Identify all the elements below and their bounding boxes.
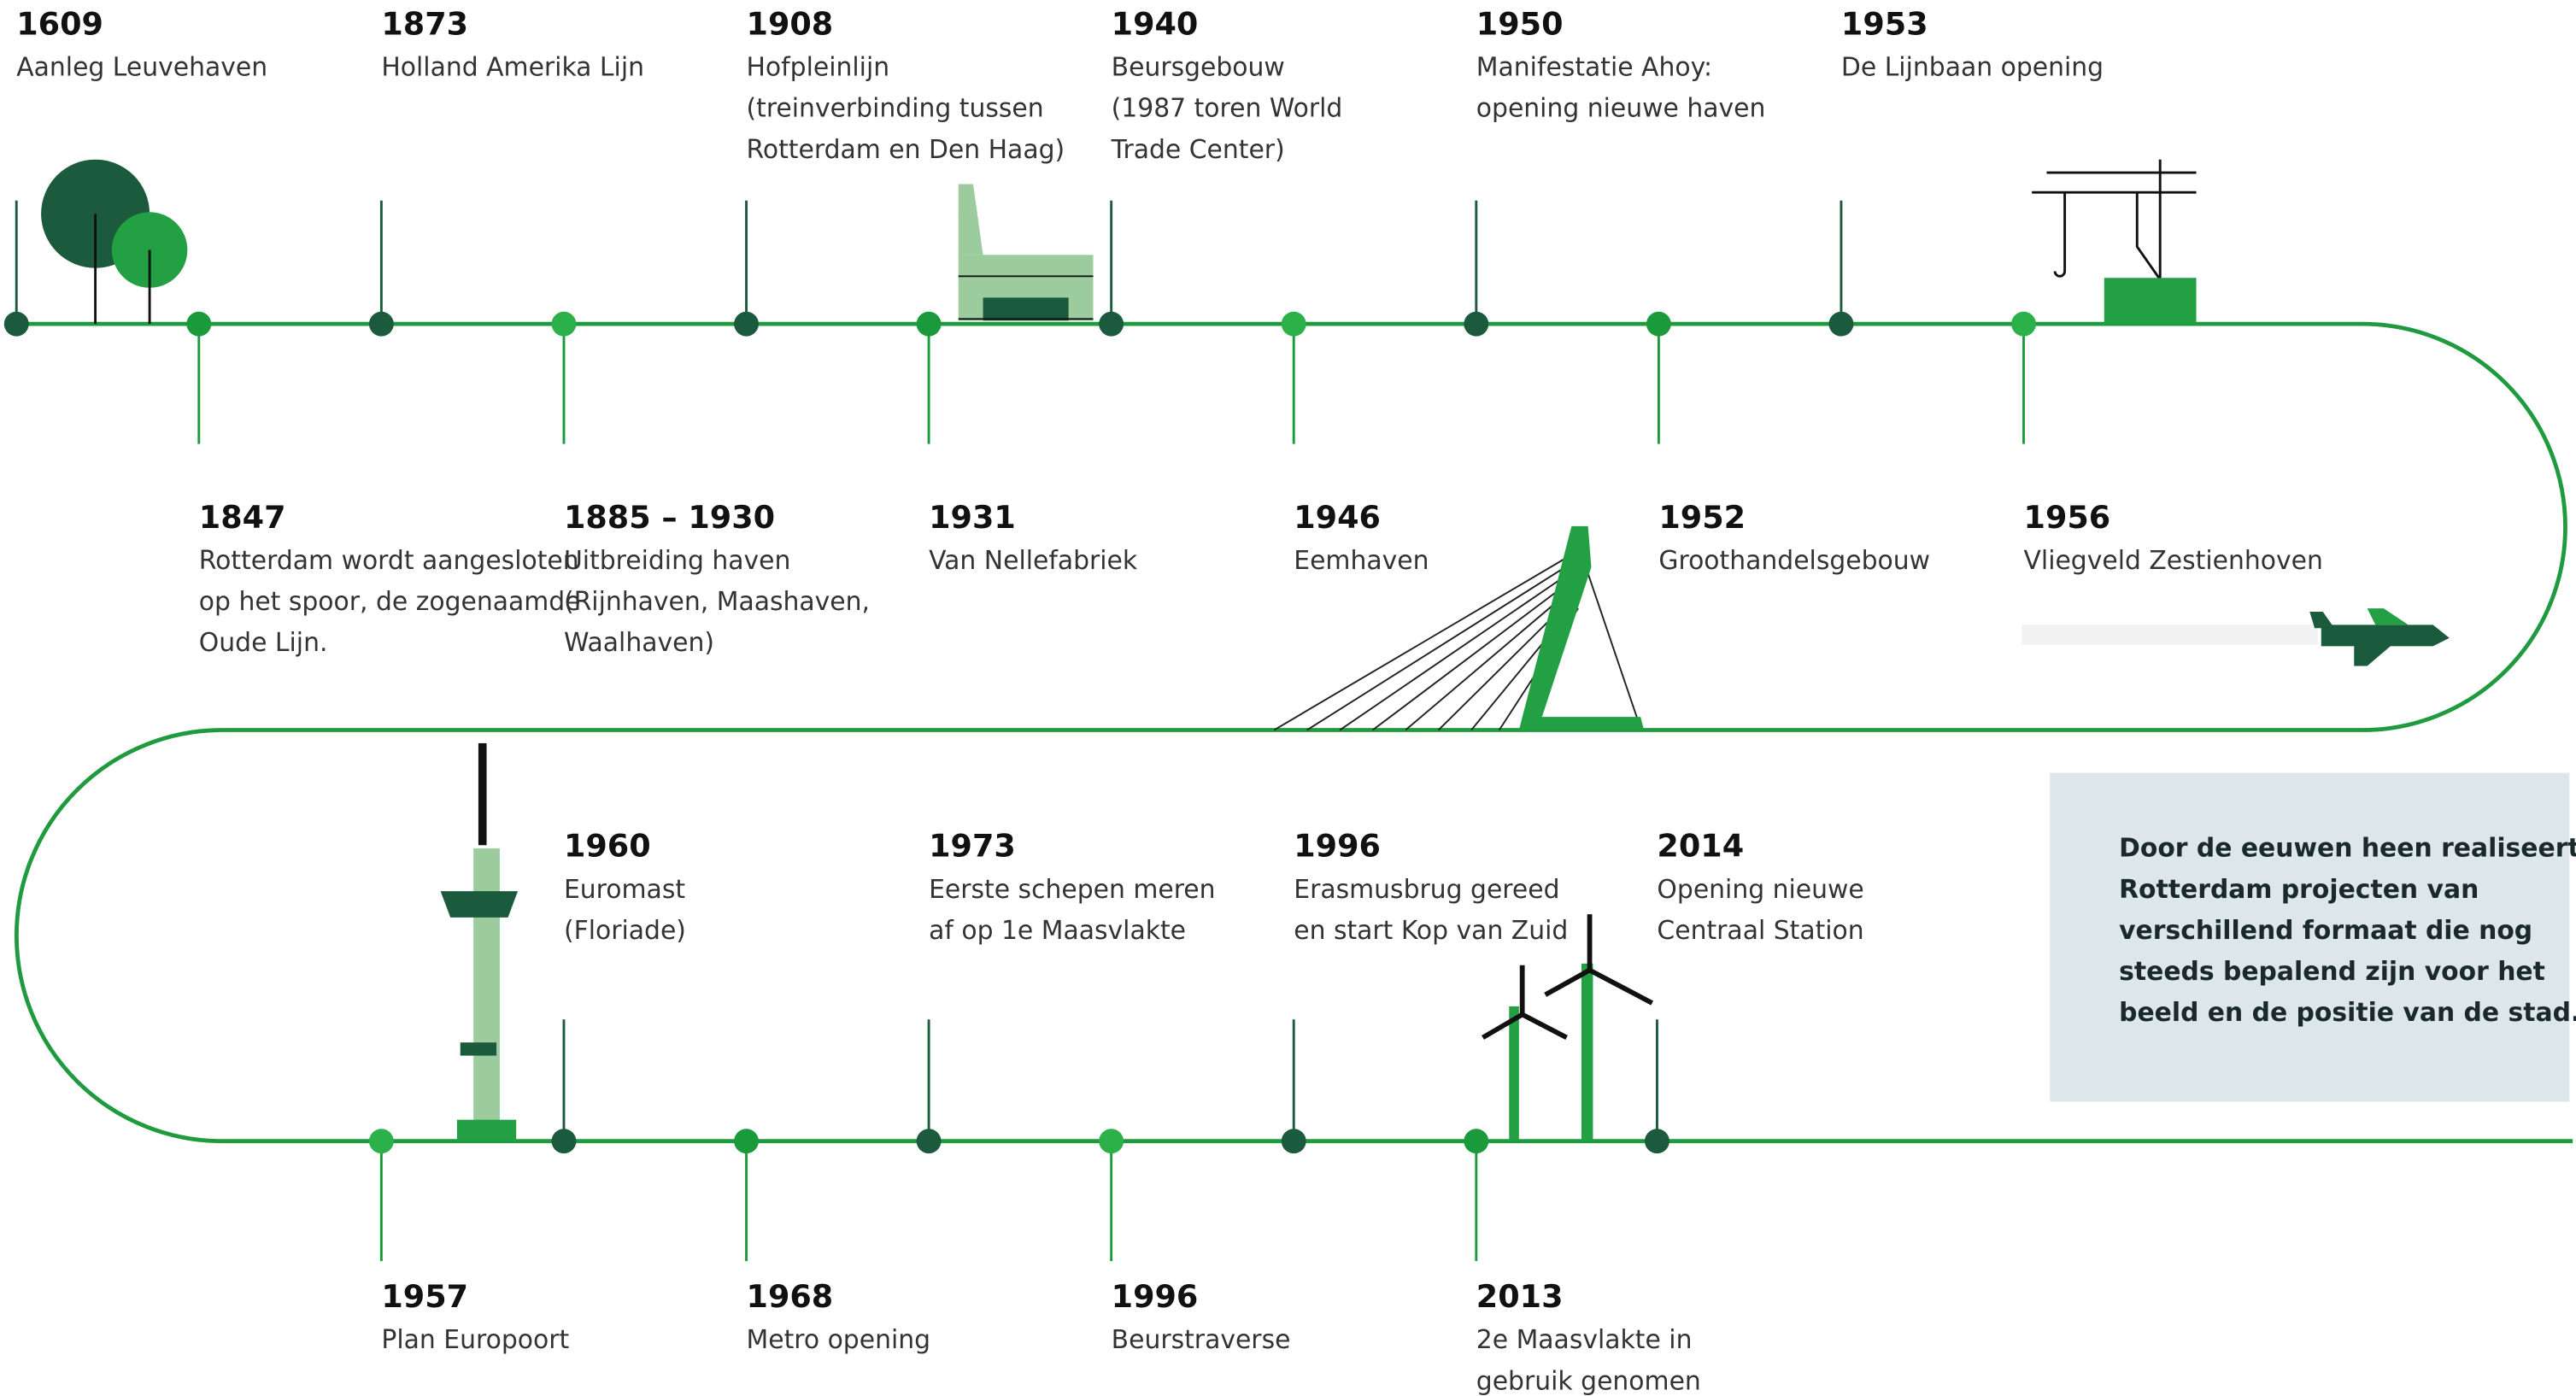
event-text: Opening nieuwe	[1657, 875, 1863, 905]
note-text: Door de eeuwen heen realiseert	[2119, 834, 2576, 864]
event-text: Centraal Station	[1657, 916, 1863, 946]
event-text: 2e Maasvlakte in	[1476, 1325, 1693, 1355]
event-text: Aanleg Leuvehaven	[16, 53, 267, 83]
event-text: Rotterdam wordt aangesloten	[199, 546, 579, 576]
event-dot	[2011, 312, 2036, 337]
event-year: 1953	[1841, 5, 1928, 42]
event-text: Euromast	[564, 875, 685, 905]
event-text: gebruik genomen	[1476, 1366, 1701, 1396]
event-dot	[4, 312, 29, 337]
event-text: opening nieuwe haven	[1476, 94, 1766, 124]
event-year: 1940	[1112, 5, 1199, 42]
events: 1609 Aanleg Leuvehaven 1873 Holland Amerika…	[4, 5, 2323, 1396]
factory	[959, 185, 1094, 321]
event-dot	[734, 1129, 759, 1153]
event-text: Van Nellefabriek	[929, 546, 1138, 576]
event-dot	[1464, 312, 1488, 337]
trees	[41, 160, 187, 324]
event-dot	[552, 1129, 577, 1153]
event-year: 1908	[747, 5, 834, 42]
event-text: (1987 toren World	[1112, 94, 1343, 124]
euromast	[441, 743, 518, 1141]
decorations	[16, 160, 2573, 1141]
event-year: 1873	[381, 5, 468, 42]
event-text: op het spoor, de zogenaamde	[199, 587, 581, 617]
event-year: 1968	[747, 1278, 834, 1315]
event-dot	[552, 312, 577, 337]
event-text: Waalhaven)	[564, 628, 714, 658]
event-text: Beursgebouw	[1112, 53, 1285, 83]
event-text: (treinverbinding tussen	[747, 94, 1044, 124]
event-text: (Floriade)	[564, 916, 686, 946]
event-dot	[369, 1129, 394, 1153]
note-text: steeds bepalend zijn voor het	[2119, 957, 2545, 987]
event-text: Metro opening	[747, 1325, 931, 1355]
event-year: 1931	[929, 499, 1016, 536]
event-year: 1950	[1476, 5, 1564, 42]
event-text: Plan Europoort	[381, 1325, 569, 1355]
event-year: 1946	[1294, 499, 1381, 536]
event-year: 1996	[1294, 828, 1381, 865]
event-dot	[1099, 312, 1124, 337]
event-year: 1960	[564, 828, 651, 865]
event-year: 2014	[1657, 828, 1744, 865]
event-year: 1885 – 1930	[564, 499, 775, 536]
event-dot	[917, 1129, 942, 1153]
event-year: 1996	[1112, 1278, 1199, 1315]
event-year: 1956	[2024, 499, 2111, 536]
event-year: 1957	[381, 1278, 468, 1315]
event-dot	[1282, 1129, 1306, 1153]
event-year: 2013	[1476, 1278, 1564, 1315]
event-text: Erasmusbrug gereed	[1294, 875, 1559, 905]
event-text: De Lijnbaan opening	[1841, 53, 2104, 83]
event-dot	[1464, 1129, 1488, 1153]
event-text: Manifestatie Ahoy:	[1476, 53, 1712, 83]
event-text: Vliegveld Zestienhoven	[2024, 546, 2323, 576]
event-dot	[1829, 312, 1854, 337]
event-text: Rotterdam en Den Haag)	[747, 135, 1065, 165]
event-dot	[369, 312, 394, 337]
event-dot	[1099, 1129, 1124, 1153]
timeline: 1609 Aanleg Leuvehaven 1873 Holland Amerika…	[0, 0, 2576, 1396]
event-text: Oude Lijn.	[199, 628, 328, 658]
event-year: 1847	[199, 499, 286, 536]
event-text: Trade Center)	[1111, 135, 1285, 165]
event-text: Groothandelsgebouw	[1658, 546, 1930, 576]
event-text: Eemhaven	[1294, 546, 1429, 576]
event-year: 1952	[1658, 499, 1746, 536]
event-text: Beurstraverse	[1112, 1325, 1291, 1355]
event-dot	[734, 312, 759, 337]
event-text: (Rijnhaven, Maashaven,	[564, 587, 870, 617]
event-text: Uitbreiding haven	[564, 546, 790, 576]
event-text: af op 1e Maasvlakte	[929, 916, 1186, 946]
event-dot	[1645, 1129, 1669, 1153]
crane	[2032, 160, 2196, 324]
event-dot	[1646, 312, 1671, 337]
event-text: Hofpleinlijn	[747, 53, 890, 83]
plane	[2022, 608, 2450, 666]
event-dot	[186, 312, 211, 337]
wind-turbines	[1483, 914, 1652, 1141]
event-year: 1609	[16, 5, 103, 42]
note: Door de eeuwen heen realiseert Rotterdam …	[2119, 834, 2576, 1028]
event-dot	[1282, 312, 1306, 337]
note-text: verschillend formaat die nog	[2119, 916, 2532, 946]
event-text: Eerste schepen meren	[929, 875, 1215, 905]
note-text: beeld en de positie van de stad.	[2119, 998, 2576, 1028]
event-text: Holland Amerika Lijn	[381, 53, 644, 83]
event-text: en start Kop van Zuid	[1294, 916, 1568, 946]
note-text: Rotterdam projecten van	[2119, 875, 2479, 905]
event-dot	[917, 312, 942, 337]
event-year: 1973	[929, 828, 1016, 865]
